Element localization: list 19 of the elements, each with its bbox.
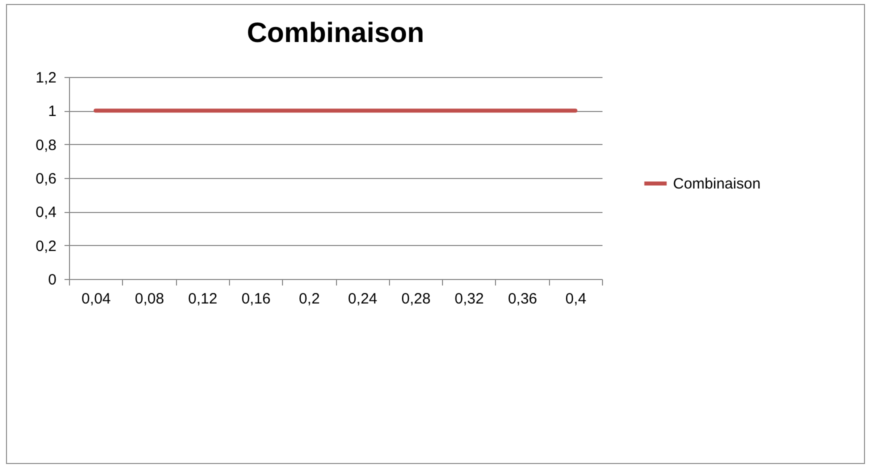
chart-title: Combinaison (246, 17, 424, 48)
x-tick-label: 0,16 (241, 290, 271, 308)
x-tick-label: 0,32 (454, 290, 484, 308)
x-tick-label: 0,04 (82, 290, 111, 308)
y-tick-label: 1 (48, 103, 56, 120)
x-tick-label: 0,4 (565, 290, 586, 308)
y-tick-label: 0,2 (36, 238, 56, 255)
y-tick-label: 0 (48, 272, 56, 288)
x-tick-label: 0,24 (348, 290, 378, 308)
x-tick-label: 0,2 (298, 290, 320, 308)
y-tick-label: 0,8 (36, 136, 56, 154)
y-tick-label: 0,4 (36, 204, 56, 222)
y-tick-label: 1,2 (36, 70, 56, 86)
y-tick-label: 0,6 (36, 170, 56, 188)
x-tick-label: 0,36 (508, 290, 538, 308)
x-tick-label: 0,12 (188, 290, 218, 308)
x-tick-label: 0,08 (134, 290, 164, 308)
x-tick-label: 0,28 (401, 290, 431, 308)
legend-label: Combinaison (673, 176, 761, 192)
